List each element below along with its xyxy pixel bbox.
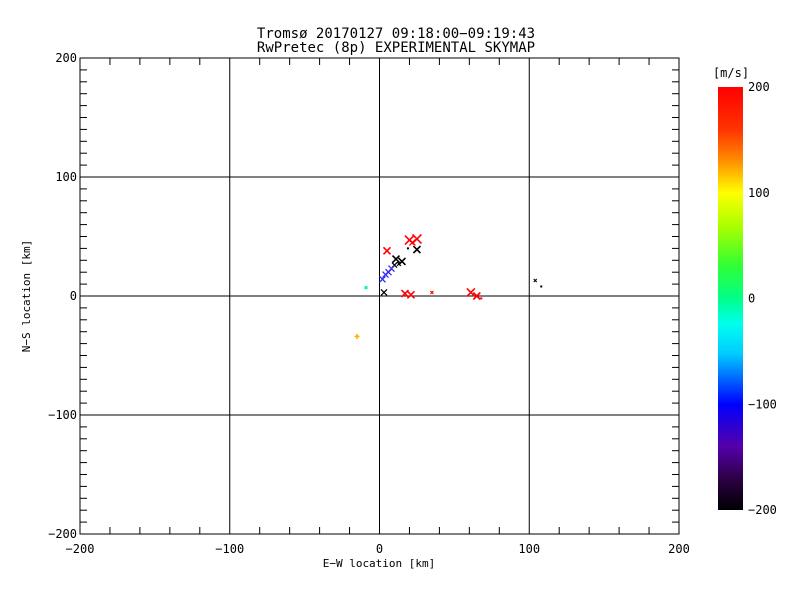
data-marker-x	[382, 271, 389, 279]
colorbar-bar	[718, 87, 743, 510]
data-markers	[354, 233, 543, 339]
data-marker-x	[533, 278, 538, 283]
x-axis-tick-labels: −200 −100 0 100 200	[66, 542, 690, 556]
colorbar-title: [m/s]	[713, 66, 749, 80]
plot-box	[79, 57, 680, 535]
colorbar: [m/s] 200 100 0 −100 −200	[713, 66, 777, 517]
data-marker-plus	[354, 333, 360, 339]
colorbar-tick-label: 100	[748, 186, 770, 200]
y-tick-label: −100	[48, 408, 77, 422]
data-marker-dot	[406, 247, 409, 250]
data-marker-x	[412, 245, 422, 254]
plot-border	[79, 57, 680, 535]
data-marker-x	[466, 287, 476, 297]
y-axis-title: N−S location [km]	[20, 240, 33, 353]
x-tick-label: 200	[668, 542, 690, 556]
x-tick-label: −200	[66, 542, 95, 556]
data-marker-x	[430, 290, 434, 295]
x-tick-label: 0	[376, 542, 383, 556]
data-marker-x	[391, 255, 401, 264]
x-axis-title: E−W location [km]	[323, 557, 436, 570]
data-marker-x	[400, 289, 410, 298]
chart-subtitle: RwPretec (8p) EXPERIMENTAL SKYMAP	[257, 40, 535, 56]
x-tick-label: 100	[518, 542, 540, 556]
data-marker-x	[382, 246, 392, 255]
plot-minor-ticks	[80, 58, 679, 534]
colorbar-tick-label: −200	[748, 503, 777, 517]
data-marker-x	[408, 238, 416, 246]
data-marker-dot	[540, 285, 543, 288]
colorbar-tick-label: −100	[748, 397, 777, 411]
data-marker-x	[411, 233, 423, 244]
y-tick-label: 100	[55, 170, 77, 184]
data-marker-x	[396, 261, 402, 267]
y-tick-label: 0	[70, 289, 77, 303]
x-tick-label: −100	[215, 542, 244, 556]
data-marker-dot	[480, 297, 483, 300]
colorbar-tick-label: 200	[748, 80, 770, 94]
data-marker-x	[380, 288, 388, 296]
data-marker-dot	[364, 286, 368, 290]
y-tick-label: −200	[48, 527, 77, 541]
y-axis-tick-labels: −200 −100 0 100 200	[48, 51, 77, 541]
chart-title: Tromsø 20170127 09:18:00−09:19:43	[257, 26, 535, 42]
data-marker-x	[472, 291, 481, 301]
data-marker-x	[406, 290, 416, 299]
colorbar-tick-label: 0	[748, 292, 755, 306]
data-marker-x	[379, 275, 386, 283]
plot-gridlines	[80, 58, 679, 534]
y-tick-label: 200	[55, 51, 77, 65]
